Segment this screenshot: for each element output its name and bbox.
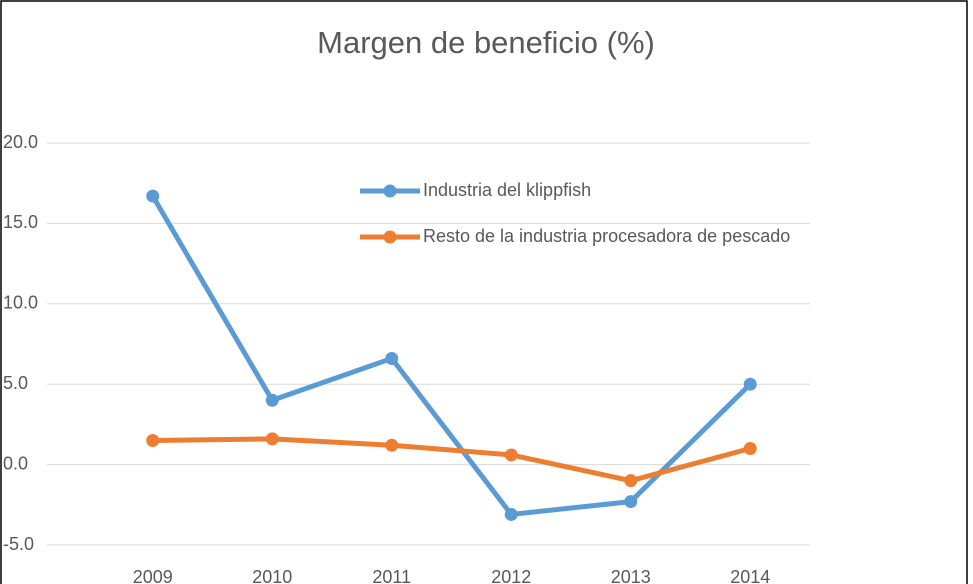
series-line	[150, 194, 753, 517]
legend-marker	[383, 230, 397, 244]
x-tick-label: 2010	[252, 567, 292, 584]
y-tick-label: 20.0	[3, 132, 38, 152]
data-point	[385, 351, 399, 365]
data-point	[265, 393, 279, 407]
x-tick-label: 2009	[133, 567, 173, 584]
data-point	[624, 495, 638, 509]
data-point	[743, 442, 757, 456]
y-tick-label: 5.0	[3, 373, 28, 393]
data-point	[146, 189, 160, 203]
data-point	[146, 433, 160, 447]
chart-title: Margen de beneficio (%)	[317, 25, 655, 60]
data-point	[624, 474, 638, 488]
x-tick-label: 2013	[611, 567, 651, 584]
y-tick-label: 15.0	[3, 212, 38, 232]
y-tick-label: 10.0	[3, 293, 38, 313]
data-point	[504, 507, 518, 521]
x-tick-label: 2014	[730, 567, 770, 584]
series-line	[152, 436, 751, 484]
data-point	[265, 432, 279, 446]
y-tick-label: 0.0	[3, 453, 28, 473]
legend-marker	[383, 184, 397, 198]
x-tick-label: 2012	[491, 567, 531, 584]
legend-label: Resto de la industria procesadora de pes…	[423, 226, 790, 246]
data-point	[743, 377, 757, 391]
legend-label: Industria del klippfish	[423, 180, 591, 200]
x-tick-label: 2011	[372, 567, 411, 584]
data-point	[504, 448, 518, 462]
data-point	[385, 438, 399, 452]
y-tick-label: -5.0	[3, 534, 34, 554]
